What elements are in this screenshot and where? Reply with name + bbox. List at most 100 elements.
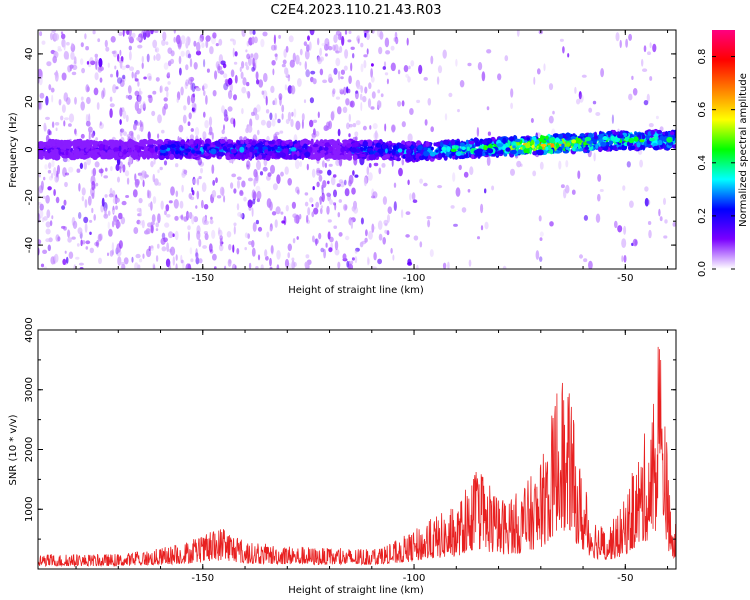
heatmap-cell: [444, 113, 448, 121]
heatmap-cell: [383, 154, 390, 158]
heatmap-cell: [214, 266, 217, 269]
heatmap-cell: [205, 95, 208, 105]
heatmap-cell: [606, 130, 613, 135]
heatmap-cell: [247, 125, 253, 133]
heatmap-cell: [157, 114, 162, 124]
heatmap-cell: [448, 92, 453, 98]
heatmap-cell: [105, 46, 110, 52]
heatmap-cell: [342, 253, 347, 261]
heatmap-cell: [125, 195, 130, 198]
heatmap-cell: [340, 76, 344, 80]
heatmap-cell: [57, 46, 62, 50]
heatmap-cell: [642, 68, 648, 72]
heatmap-cell: [142, 154, 147, 160]
heatmap-cell: [293, 154, 298, 161]
heatmap-cell: [101, 90, 105, 100]
heatmap-cell: [275, 206, 281, 215]
heatmap-cell: [338, 157, 343, 167]
heatmap-cell: [622, 185, 626, 191]
heatmap-cell: [196, 230, 201, 240]
heatmap-cell: [294, 159, 300, 170]
snr-x-axis-label: Height of straight line (km): [288, 585, 424, 596]
heatmap-cell: [360, 42, 364, 48]
heatmap-cell: [201, 199, 204, 209]
heatmap-cell: [86, 96, 91, 105]
heatmap-cell: [384, 37, 390, 48]
heatmap-cell: [425, 141, 430, 147]
heatmap-cell: [219, 186, 225, 196]
heatmap-cell: [245, 143, 252, 148]
heatmap-cell: [137, 81, 140, 87]
heatmap-cell: [203, 143, 210, 147]
heatmap-cell: [276, 147, 283, 152]
heatmap-cell: [497, 73, 502, 81]
heatmap-cell: [535, 250, 540, 260]
heatmap-cell: [99, 143, 104, 148]
heatmap-cell: [248, 241, 253, 245]
heatmap-cell: [584, 136, 592, 142]
heatmap-cell: [226, 143, 234, 148]
heatmap-cell: [245, 65, 250, 71]
heatmap-cell: [412, 199, 418, 203]
heatmap-cell: [649, 76, 653, 81]
heatmap-cell: [351, 257, 355, 261]
heatmap-cell: [447, 261, 450, 269]
heatmap-cell: [575, 148, 579, 152]
heatmap-cell: [511, 142, 517, 147]
heatmap-cell: [457, 148, 462, 152]
heatmap-cell: [365, 229, 368, 237]
heatmap-cell: [141, 62, 144, 69]
heatmap-cell: [539, 237, 543, 242]
heatmap-cell: [366, 32, 370, 41]
heatmap-cell: [117, 176, 120, 183]
heatmap-cell: [291, 257, 295, 261]
heatmap-cell: [354, 174, 359, 178]
heatmap-cell: [333, 67, 338, 75]
heatmap-cell: [341, 35, 345, 46]
heatmap-cell: [173, 30, 176, 34]
heatmap-cell: [281, 141, 285, 147]
heatmap-cell: [315, 238, 318, 246]
heatmap-cell: [142, 101, 146, 109]
heatmap-cell: [187, 231, 190, 242]
heatmap-cell: [517, 149, 523, 155]
heatmap-cell: [265, 95, 268, 106]
heatmap-cell: [458, 164, 462, 171]
heatmap-cell: [250, 56, 253, 65]
heatmap-cell: [272, 68, 275, 76]
heatmap-cell: [541, 139, 547, 144]
heatmap-cell: [304, 49, 310, 60]
heatmap-cell: [319, 153, 323, 158]
heatmap-cell: [80, 133, 85, 139]
heatmap-cell: [461, 146, 466, 151]
heatmap-cell: [152, 263, 156, 269]
heatmap-cell: [583, 215, 589, 221]
heatmap-cell: [42, 195, 47, 199]
heatmap-cell: [395, 36, 399, 45]
heatmap-cell: [114, 65, 117, 70]
heatmap-cell: [85, 148, 89, 152]
heatmap-cell: [469, 166, 474, 176]
heatmap-cell: [204, 152, 210, 157]
heatmap-cell: [407, 76, 411, 83]
y-tick-label: 3000: [24, 377, 35, 402]
heatmap-cell: [244, 232, 249, 238]
heatmap-cell: [198, 176, 202, 180]
heatmap-cell: [115, 221, 121, 228]
heatmap-cell: [157, 169, 160, 174]
heatmap-cell: [289, 59, 295, 68]
y-tick-label: 0: [24, 146, 35, 152]
heatmap-cell: [567, 53, 570, 58]
heatmap-cell: [108, 228, 113, 237]
heatmap-cell: [115, 163, 120, 172]
heatmap-cell: [549, 148, 554, 155]
heatmap-cell: [216, 151, 222, 157]
heatmap-cell: [631, 75, 634, 80]
heatmap-cell: [333, 34, 338, 44]
heatmap-cell: [208, 116, 213, 127]
heatmap-cell: [329, 141, 337, 146]
heatmap-cell: [196, 41, 201, 52]
heatmap-cell: [155, 255, 159, 262]
heatmap-cell: [328, 73, 333, 82]
heatmap-cell: [237, 140, 241, 145]
